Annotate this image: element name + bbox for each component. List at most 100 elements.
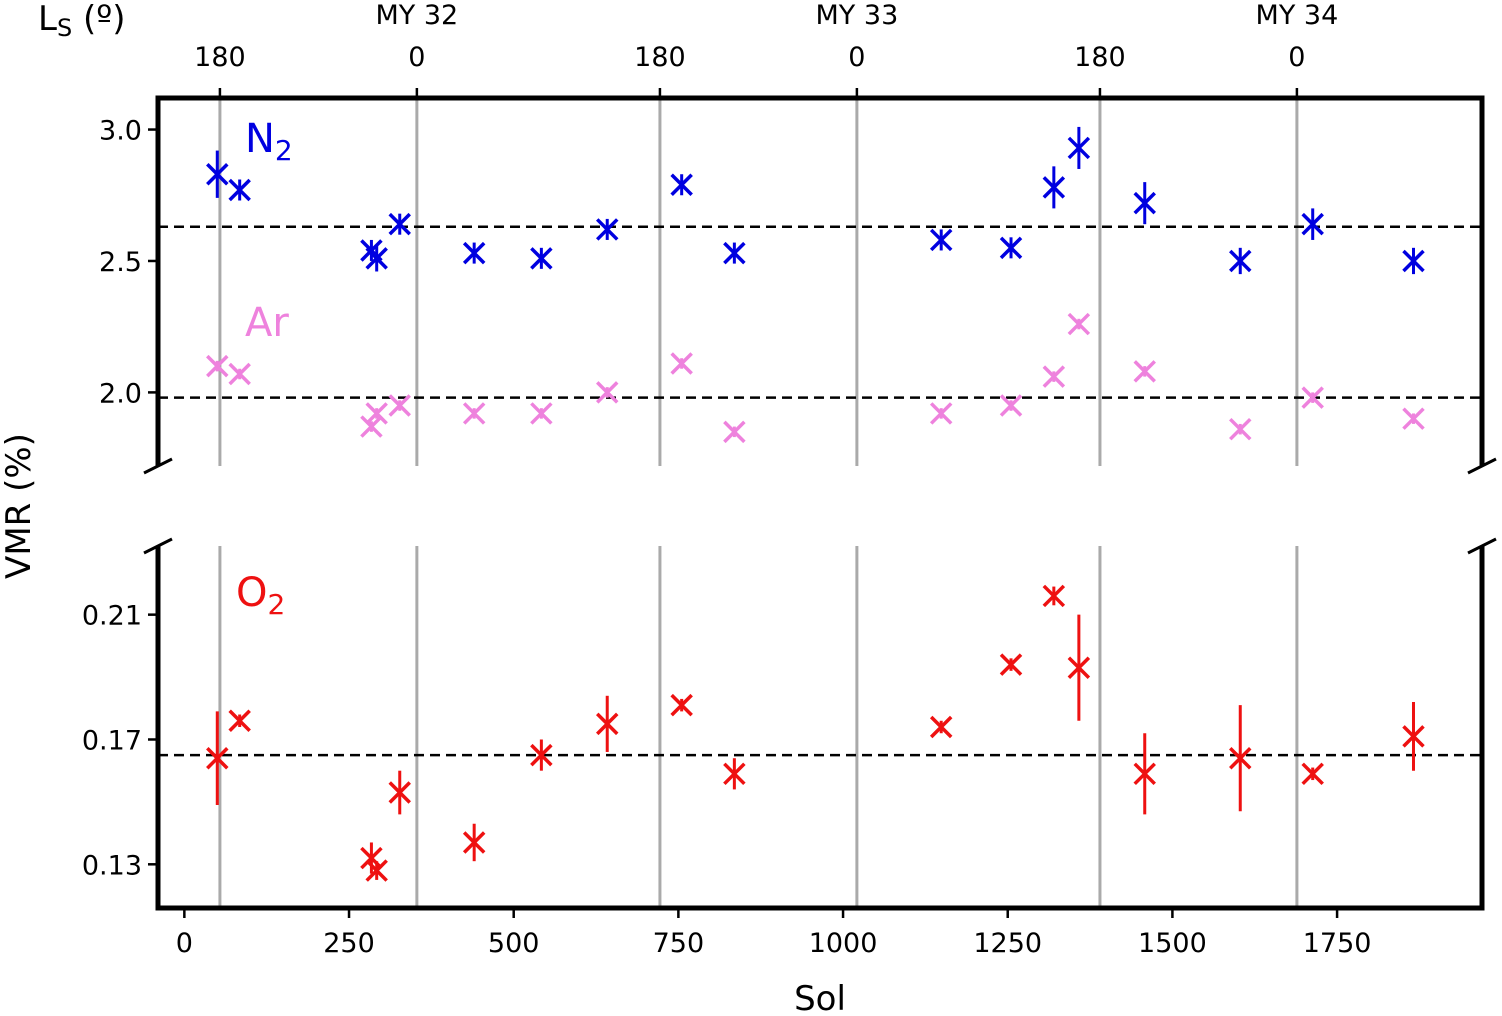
martian-year-label-2: MY 34 [1256, 0, 1339, 31]
Ar-point-13 [1067, 312, 1091, 336]
ls-axis-title-unit: (º) [72, 0, 125, 39]
O2-point-16 [1301, 762, 1324, 786]
O2-point-12 [1042, 584, 1066, 608]
N2-point-0 [206, 150, 229, 198]
axis-break-mark-3 [1467, 537, 1497, 555]
N2-point-6 [530, 247, 553, 270]
Ar-point-4 [388, 394, 411, 417]
N2-marker-5 [462, 241, 486, 265]
O2-marker-13 [1067, 656, 1091, 679]
O2-marker-4 [388, 781, 411, 804]
Ar-point-15 [1229, 417, 1252, 441]
Ar-point-14 [1133, 360, 1156, 383]
axis-break-mark-0 [143, 457, 173, 475]
axes-frame [143, 95, 1497, 911]
ls-tick-label-1: 0 [408, 42, 425, 73]
N2-point-1 [228, 178, 251, 202]
ls-axis-title-main: L [38, 0, 57, 39]
x-tick-label-1: 250 [323, 928, 375, 959]
series-label-N2: N2 [245, 116, 293, 167]
O2-point-15 [1229, 705, 1252, 812]
N2-marker-11 [999, 236, 1023, 260]
ls-axis-title-subscript: S [57, 14, 72, 42]
upper-y-tick-label-1: 2.5 [99, 247, 142, 278]
Ar-marker-9 [723, 420, 746, 444]
axis-break-mark-1 [1467, 457, 1497, 475]
ls-tick-label-2: 180 [634, 42, 686, 73]
Ar-marker-13 [1067, 312, 1091, 336]
Ar-marker-1 [228, 362, 251, 386]
O2-marker-6 [530, 743, 553, 767]
Ar-marker-7 [596, 381, 619, 404]
x-axis-title: Sol [794, 979, 846, 1016]
Ar-marker-6 [530, 402, 553, 425]
N2-marker-6 [530, 247, 553, 270]
O2-marker-11 [999, 653, 1023, 676]
Ar-point-5 [462, 402, 486, 425]
Ar-marker-15 [1229, 417, 1252, 441]
N2-marker-10 [929, 228, 953, 252]
lower-y-tick-label-1: 0.17 [82, 725, 142, 756]
axis-break-mark-2 [143, 537, 173, 555]
series-label-subscript-N2: 2 [275, 134, 293, 167]
ls-tick-label-3: 0 [848, 42, 865, 73]
Ar-point-6 [530, 402, 553, 425]
O2-marker-0 [206, 746, 229, 770]
Ar-marker-0 [206, 354, 229, 378]
Ar-point-2 [360, 415, 383, 438]
x-tick-label-7: 1750 [1303, 928, 1372, 959]
Ar-marker-14 [1133, 360, 1156, 383]
series-label-subscript-O2: 2 [267, 588, 285, 621]
series-label-Ar: Ar [245, 300, 289, 346]
N2-point-15 [1229, 247, 1252, 275]
N2-point-16 [1301, 208, 1324, 240]
O2-marker-7 [596, 712, 619, 736]
axis-ticks: 0 250 500 750 1000 1250 1500 1750 180 0 180 0 180 0 MY… [82, 0, 1372, 959]
O2-marker-12 [1042, 584, 1066, 608]
ls-tick-label-5: 0 [1288, 42, 1305, 73]
O2-marker-14 [1133, 762, 1156, 786]
series-label-main-N2: N [245, 116, 275, 162]
O2-marker-1 [228, 709, 251, 732]
martian-year-label-1: MY 33 [816, 0, 899, 31]
N2-marker-1 [228, 178, 251, 202]
upper-y-tick-label-0: 2.0 [99, 378, 142, 409]
upper-panel-frame [155, 95, 1485, 466]
O2-point-14 [1133, 733, 1156, 815]
O2-point-11 [999, 653, 1023, 676]
O2-point-3 [365, 859, 388, 882]
x-tick-label-5: 1250 [973, 928, 1042, 959]
O2-point-13 [1067, 614, 1091, 721]
N2-marker-13 [1067, 136, 1091, 160]
N2-marker-12 [1042, 176, 1066, 199]
data-points [206, 126, 1425, 882]
N2-point-10 [929, 228, 953, 252]
N2-point-7 [596, 218, 619, 241]
Ar-point-0 [206, 354, 229, 378]
ls-tick-label-4: 180 [1074, 42, 1126, 73]
N2-marker-4 [388, 212, 411, 236]
O2-marker-3 [365, 859, 388, 882]
x-tick-label-0: 0 [176, 928, 193, 959]
lower-y-tick-label-2: 0.21 [82, 601, 142, 632]
Ar-point-10 [929, 402, 953, 425]
Ar-marker-8 [670, 352, 693, 375]
N2-point-14 [1133, 182, 1156, 225]
Ar-marker-5 [462, 402, 486, 425]
series-label-main-Ar: Ar [245, 300, 289, 346]
season-grid [218, 98, 1299, 908]
O2-marker-17 [1402, 725, 1425, 748]
O2-point-6 [530, 739, 553, 771]
N2-point-9 [723, 241, 746, 265]
Ar-marker-16 [1301, 386, 1324, 409]
y-axis-title: VMR (%) [0, 433, 39, 579]
N2-point-3 [365, 245, 388, 272]
Ar-marker-3 [365, 402, 388, 425]
x-tick-label-3: 750 [653, 928, 705, 959]
martian-year-label-0: MY 32 [376, 0, 459, 31]
Ar-marker-17 [1402, 407, 1425, 430]
O2-marker-8 [670, 693, 693, 717]
Ar-point-11 [999, 394, 1023, 417]
Ar-point-17 [1402, 407, 1425, 430]
